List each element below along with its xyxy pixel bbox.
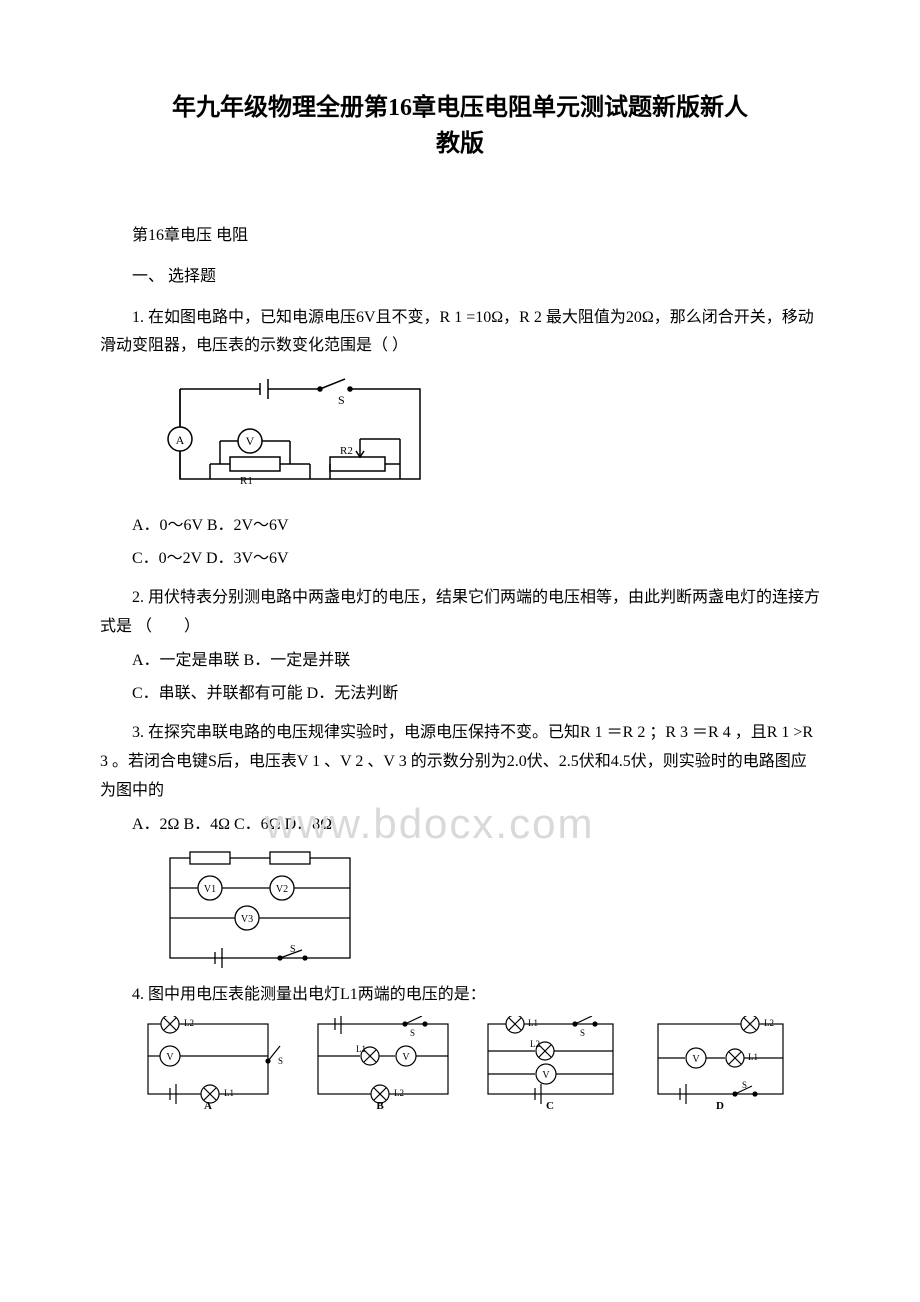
q4b-l1: L1 bbox=[356, 1044, 366, 1054]
q4a-l2: L2 bbox=[184, 1018, 194, 1028]
q4c-l2: L2 bbox=[530, 1039, 540, 1049]
switch-s-label: S bbox=[338, 393, 345, 407]
q4c-v: V bbox=[542, 1070, 550, 1081]
q4-circuit-a: L2 V L1 S A bbox=[140, 1016, 290, 1111]
document-title: 年九年级物理全册第16章电压电阻单元测试题新版新人 教版 bbox=[100, 90, 820, 162]
q4d-l2: L2 bbox=[764, 1018, 774, 1028]
q3-options: A．2Ω B．4Ω C．6Ω D．8Ω bbox=[100, 811, 820, 840]
q4c-l1: L1 bbox=[528, 1018, 538, 1028]
r1-label: R1 bbox=[240, 475, 253, 487]
q1-options-cd: C．0～2V D．3V～6V bbox=[100, 545, 820, 574]
q4a-l1: L1 bbox=[224, 1088, 234, 1098]
question-4-text: 4. 图中用电压表能测量出电灯L1两端的电压的是： bbox=[100, 981, 820, 1010]
q2-options-cd: C．串联、并联都有可能 D．无法判断 bbox=[100, 680, 820, 709]
q4c-s: S bbox=[580, 1028, 585, 1038]
q4b-l2: L2 bbox=[394, 1088, 404, 1098]
question-1-diagram: A V R1 R2 S bbox=[160, 369, 820, 504]
question-1-text: 1. 在如图电路中，已知电源电压6V且不变，R 1 =10Ω，R 2 最大阻值为… bbox=[100, 304, 820, 362]
q4a-s: S bbox=[278, 1056, 283, 1066]
q4d-l1: L1 bbox=[748, 1052, 758, 1062]
q4a-v: V bbox=[166, 1052, 174, 1063]
q1-options-ab: A．0～6V B．2V～6V bbox=[100, 512, 820, 541]
v2-label: V2 bbox=[276, 884, 288, 895]
chapter-header: 第16章电压 电阻 bbox=[100, 222, 820, 251]
q4d-v: V bbox=[692, 1054, 700, 1065]
q4-circuit-c: L1 L2 V S C bbox=[480, 1016, 630, 1111]
title-line-2: 教版 bbox=[436, 131, 484, 157]
question-3-text: 3. 在探究串联电路的电压规律实验时，电源电压保持不变。已知R 1 ＝R 2 ；… bbox=[100, 719, 820, 805]
q4b-v: V bbox=[402, 1052, 410, 1063]
v3-label: V3 bbox=[241, 914, 253, 925]
q3-switch-label: S bbox=[290, 944, 296, 955]
v1-label: V1 bbox=[204, 884, 216, 895]
q4c-label: C bbox=[546, 1100, 554, 1111]
ammeter-label: A bbox=[176, 433, 185, 447]
r2-label: R2 bbox=[340, 445, 353, 457]
q4-circuit-d: L2 V L1 S D bbox=[650, 1016, 800, 1111]
question-2-text: 2. 用伏特表分别测电路中两盏电灯的电压，结果它们两端的电压相等，由此判断两盏电… bbox=[100, 584, 820, 642]
q2-options-ab: A．一定是串联 B．一定是并联 bbox=[100, 647, 820, 676]
q4-circuit-b: S L1 V L2 B bbox=[310, 1016, 460, 1111]
voltmeter-label: V bbox=[246, 434, 255, 448]
q4a-label: A bbox=[204, 1100, 212, 1111]
part-1-label: 一、 选择题 bbox=[100, 263, 820, 292]
q4b-label: B bbox=[376, 1100, 384, 1111]
question-3-diagram: V1 V2 V3 S bbox=[160, 848, 820, 973]
q4d-label: D bbox=[716, 1100, 724, 1111]
q4b-s: S bbox=[410, 1028, 415, 1038]
question-4-diagrams: L2 V L1 S A S L1 V L2 B bbox=[140, 1016, 820, 1111]
title-line-1: 年九年级物理全册第16章电压电阻单元测试题新版新人 bbox=[172, 95, 748, 121]
q4d-s: S bbox=[742, 1080, 747, 1090]
